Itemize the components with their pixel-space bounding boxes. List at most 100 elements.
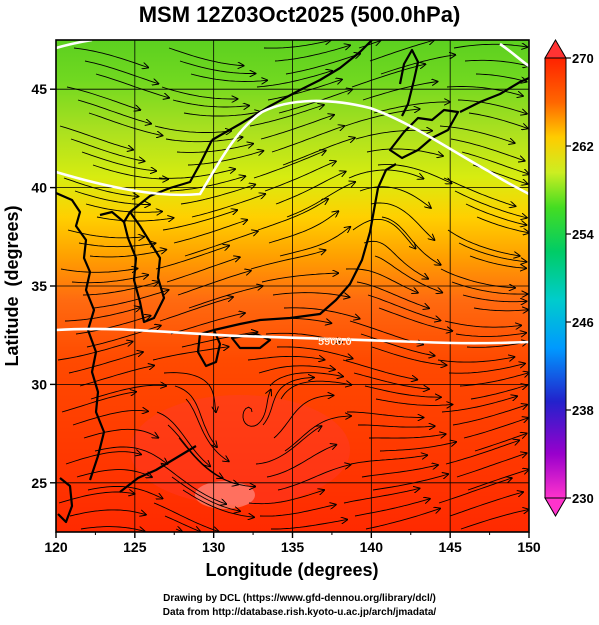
streamline (169, 176, 245, 192)
streamline (164, 515, 200, 532)
streamline (372, 474, 448, 491)
streamline (468, 112, 528, 128)
streamline (438, 478, 512, 504)
streamline (375, 398, 452, 405)
streamline (159, 297, 233, 322)
coast-sakhalin (398, 48, 420, 117)
streamline (59, 125, 133, 150)
streamline (79, 366, 154, 387)
streamline (470, 385, 527, 400)
colorbar: 270 262 254 246 238 230 (544, 39, 594, 517)
streamline (460, 510, 529, 530)
streamline (74, 190, 150, 205)
height-contours (56, 40, 529, 345)
streamline (285, 54, 360, 75)
streamline (256, 71, 332, 88)
streamline (259, 505, 336, 517)
longitude-ticks: 120 125 130 135 140 145 150 (44, 532, 541, 555)
streamline (64, 307, 140, 322)
streamline (255, 426, 321, 465)
streamline (373, 102, 450, 114)
streamline (283, 307, 360, 319)
streamline (352, 218, 416, 248)
colorbar-label-262: 262 (572, 139, 594, 154)
streamline (356, 281, 429, 308)
streamline (81, 151, 156, 171)
streamline (173, 220, 247, 244)
streamline (377, 164, 452, 184)
streamline (272, 292, 349, 298)
streamline (191, 194, 265, 218)
streamline (161, 86, 238, 99)
map-title: MSM 12Z03Oct2025 (500.0hPa) (138, 2, 461, 27)
streamline (369, 434, 446, 438)
credit-drawing: Drawing by DCL (https://www.gfd-dennou.o… (163, 593, 436, 604)
streamline (269, 373, 343, 387)
streamline (366, 148, 443, 156)
streamline (63, 177, 138, 197)
contour-top-right (499, 42, 529, 68)
streamline (464, 59, 529, 66)
tick-label-lon-150: 150 (517, 539, 541, 555)
streamline (358, 425, 435, 427)
streamline (379, 442, 456, 452)
streamline (444, 320, 521, 327)
streamline (176, 529, 182, 532)
streamline (351, 64, 425, 88)
streamline (253, 151, 326, 179)
streamline (374, 255, 442, 293)
streamline (80, 526, 145, 532)
streamline (263, 40, 331, 49)
streamline (160, 463, 226, 504)
streamline (75, 316, 151, 335)
streamline (441, 396, 517, 413)
tick-label-lat-35: 35 (31, 278, 47, 294)
streamline (181, 332, 257, 348)
streamline (94, 446, 167, 464)
tick-label-lon-140: 140 (360, 539, 384, 555)
contour-label: 5900.0 (318, 336, 352, 348)
streamline (171, 476, 240, 511)
streamline (184, 231, 258, 257)
streamline (168, 47, 244, 66)
streamline (443, 177, 515, 206)
tick-label-lat-30: 30 (31, 376, 47, 392)
streamline (474, 434, 527, 452)
streamline (248, 490, 324, 505)
streamline (264, 161, 336, 192)
streamline (466, 342, 527, 348)
streamline (437, 357, 514, 363)
colorbar-label-270: 270 (572, 51, 594, 66)
streamline (158, 169, 235, 179)
colorbar-label-246: 246 (572, 315, 594, 330)
streamline (66, 86, 140, 110)
credit-block: Drawing by DCL (https://www.gfd-dennou.o… (0, 592, 599, 620)
streamline (61, 392, 136, 413)
streamline (93, 290, 169, 309)
streamline (68, 352, 143, 374)
contour-5900 (56, 327, 529, 345)
streamline (367, 294, 440, 321)
warm-anomaly (130, 395, 350, 505)
streamline (361, 465, 438, 478)
streamline (452, 405, 527, 426)
streamline (183, 112, 260, 117)
streamline (458, 242, 526, 262)
streamline (439, 125, 515, 143)
streamline (163, 372, 216, 413)
streamline (467, 470, 529, 491)
colorbar-body (544, 57, 567, 499)
streamline (84, 60, 158, 84)
streamline (266, 445, 336, 478)
tick-label-lat-40: 40 (31, 180, 47, 196)
tick-label-lon-130: 130 (202, 539, 226, 555)
coast-china (56, 191, 106, 481)
streamline (70, 138, 144, 161)
y-axis-label: Latitude (degrees) (2, 205, 22, 366)
streamline (57, 342, 133, 361)
streamline (267, 79, 342, 101)
streamline (475, 73, 527, 82)
streamline (250, 250, 325, 270)
streamline (154, 125, 231, 133)
